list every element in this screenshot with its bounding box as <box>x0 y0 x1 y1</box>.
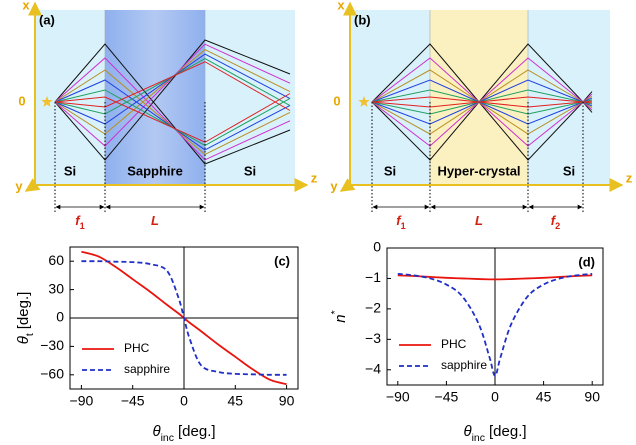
label-part: θ <box>15 336 32 344</box>
region-bg <box>430 10 528 185</box>
region-label: Si <box>244 163 256 178</box>
label-part: t <box>24 333 36 336</box>
x-axis-label: θinc [deg.] <box>152 423 215 444</box>
axis-z-label: z <box>626 170 633 185</box>
length-label: f1 <box>75 213 84 231</box>
ray <box>54 93 291 143</box>
label-part: inc <box>161 432 174 444</box>
region-label: Si <box>64 163 76 178</box>
length-label: L <box>475 213 483 228</box>
length-label: f2 <box>551 213 560 231</box>
x-tick-label: 90 <box>279 393 295 409</box>
label-part: L <box>475 213 483 228</box>
region-bg <box>350 10 430 185</box>
y-tick-label: 60 <box>48 252 64 268</box>
label-part: [deg.] <box>15 292 32 330</box>
y-tick-label: −2 <box>365 300 381 316</box>
region-bg <box>105 10 205 185</box>
x-tick-label: 90 <box>584 389 600 405</box>
data-line <box>81 260 287 376</box>
ray <box>54 39 291 161</box>
label-part: f <box>551 213 557 228</box>
data-line <box>397 274 593 281</box>
region-bg <box>35 10 105 185</box>
panel-label: (d) <box>578 254 595 269</box>
y-tick-label: −3 <box>365 330 381 346</box>
y-tick-label: 30 <box>48 280 64 296</box>
label-part: θ <box>463 423 471 440</box>
label-part: [deg.] <box>489 423 527 440</box>
axis-y-label: y <box>330 178 338 193</box>
x-tick-label: −90 <box>70 393 94 409</box>
source-star <box>358 96 370 107</box>
panel-label: (a) <box>39 12 55 27</box>
label-part: L <box>151 213 159 228</box>
data-line <box>397 272 593 377</box>
axis-y <box>339 178 356 192</box>
label-part: 2 <box>555 221 560 231</box>
y-tick-label: −30 <box>40 337 64 353</box>
x-axis-label: θinc [deg.] <box>463 423 526 444</box>
label-part: 1 <box>80 221 85 231</box>
source-star <box>41 96 53 107</box>
x-tick-label: 0 <box>491 389 499 405</box>
origin-label: 0 <box>333 93 340 108</box>
legend-label: PHC <box>124 341 150 355</box>
y-tick-label: −4 <box>365 360 381 376</box>
length-label: f1 <box>396 213 405 231</box>
label-part: 1 <box>401 221 406 231</box>
y-tick-label: 0 <box>373 239 381 255</box>
y-axis-label: n* <box>329 310 349 322</box>
x-tick-label: −45 <box>121 393 145 409</box>
region-label: Si <box>563 163 575 178</box>
y-tick-label: −60 <box>40 366 64 382</box>
y-axis-label: θt [deg.] <box>15 292 36 345</box>
x-tick-label: 45 <box>536 389 552 405</box>
region-bg <box>205 10 295 185</box>
ray <box>54 43 291 147</box>
y-tick-label: 0 <box>56 309 64 325</box>
legend-label: PHC <box>441 337 467 351</box>
axis-z-label: z <box>311 170 318 185</box>
ray <box>54 79 291 151</box>
region-bg <box>528 10 610 185</box>
ray <box>54 49 291 135</box>
length-label: L <box>151 213 159 228</box>
ray <box>54 58 291 115</box>
legend-label: sapphire <box>124 362 170 376</box>
x-tick-label: 45 <box>228 393 244 409</box>
ray <box>54 69 291 155</box>
region-label: Sapphire <box>127 163 183 178</box>
label-part: θ <box>152 423 160 440</box>
ray <box>54 57 291 161</box>
x-tick-label: −90 <box>386 389 410 405</box>
label-part: f <box>396 213 402 228</box>
legend-label: sapphire <box>441 358 487 372</box>
axis-y-label: y <box>15 178 23 193</box>
ray <box>54 61 291 111</box>
ray <box>54 53 291 125</box>
y-tick-label: −1 <box>365 269 381 285</box>
axis-y <box>24 178 41 192</box>
axis-x-label: x <box>22 0 30 12</box>
region-label: Hyper-crystal <box>437 163 520 178</box>
x-tick-label: 0 <box>180 393 188 409</box>
region-label: Si <box>384 163 396 178</box>
label-part: n <box>332 314 349 322</box>
origin-label: 0 <box>18 93 25 108</box>
axis-x-label: x <box>337 0 345 12</box>
panel-label: (b) <box>354 12 371 27</box>
panel-label: (c) <box>274 253 290 268</box>
label-part: [deg.] <box>178 423 216 440</box>
ray <box>54 89 291 146</box>
label-part: f <box>75 213 81 228</box>
label-part: * <box>329 310 341 314</box>
ray <box>371 96 593 108</box>
label-part: inc <box>472 432 485 444</box>
ray <box>54 43 291 165</box>
x-tick-label: −45 <box>435 389 459 405</box>
